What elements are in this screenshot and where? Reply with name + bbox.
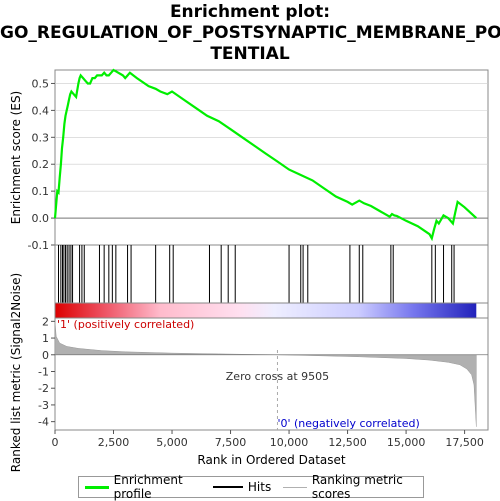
es-ytick-label: 0.1	[32, 185, 50, 198]
xtick-label: 2,500	[98, 436, 130, 449]
title-line-1: Enrichment plot:	[169, 2, 331, 22]
metric-panel-frame	[54, 317, 489, 431]
xtick-label: 15,000	[387, 436, 426, 449]
legend-swatch-enrichment	[85, 485, 109, 489]
es-ytick-label: 0.5	[32, 77, 50, 90]
metric-ylabel: Ranked list metric (Signal2Noise)	[9, 273, 23, 472]
zero-cross-label: Zero cross at 9505	[226, 370, 329, 383]
xtick-label: 0	[52, 436, 59, 449]
metric-ytick-label: 0	[42, 349, 49, 362]
legend-label-hits: Hits	[247, 480, 272, 494]
metric-ytick-label: 1	[42, 332, 49, 345]
es-ytick-label: 0.2	[32, 158, 50, 171]
metric-ytick-label: -4	[38, 416, 49, 429]
es-ytick-label: -0.1	[28, 239, 49, 252]
es-ytick-label: 0.3	[32, 131, 50, 144]
legend-label-enrichment: Enrichment profile	[113, 473, 183, 501]
chart-title: Enrichment plot: GO_REGULATION_OF_POSTSY…	[0, 2, 500, 65]
ranking-metric-area	[54, 321, 477, 427]
hits-panel-frame	[54, 244, 489, 304]
title-line-2: GO_REGULATION_OF_POSTSYNAPTIC_MEMBRANE_P…	[0, 23, 500, 43]
legend-item-hits: Hits	[212, 480, 272, 494]
rank-color-bar	[55, 303, 477, 318]
xtick-label: 7,500	[215, 436, 247, 449]
legend-item-enrichment: Enrichment profile	[85, 473, 201, 501]
xtick-label: 12,500	[328, 436, 367, 449]
enrichment-profile-line	[53, 68, 478, 242]
title-line-3: TENTIAL	[210, 44, 290, 64]
legend-label-metric: Ranking metric scores	[311, 473, 403, 501]
metric-ytick-label: -2	[38, 382, 49, 395]
xlabel: Rank in Ordered Dataset	[197, 453, 345, 467]
legend-swatch-hits	[212, 486, 243, 488]
xtick-label: 10,000	[270, 436, 309, 449]
xtick-label: 17,500	[445, 436, 484, 449]
es-ytick-label: 0.4	[32, 104, 50, 117]
metric-ytick-label: -1	[38, 365, 49, 378]
metric-ytick-label: -3	[38, 399, 49, 412]
es-ylabel: Enrichment score (ES)	[9, 91, 23, 224]
xtick-label: 5,000	[156, 436, 188, 449]
legend-swatch-metric	[283, 486, 307, 488]
es-ytick-label: 0.0	[32, 212, 50, 225]
legend: Enrichment profile Hits Ranking metric s…	[78, 473, 424, 501]
metric-ytick-label: 2	[42, 315, 49, 328]
legend-item-metric: Ranking metric scores	[283, 473, 417, 501]
positive-correlated-label: '1' (positively correlated)	[57, 318, 194, 331]
negative-correlated-label: '0' (negatively correlated)	[277, 417, 419, 430]
